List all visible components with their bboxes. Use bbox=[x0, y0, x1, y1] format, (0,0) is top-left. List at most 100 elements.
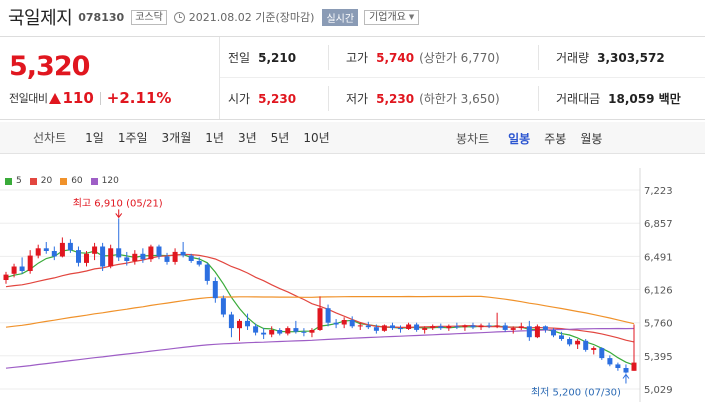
legend-label: 5 bbox=[16, 176, 22, 186]
candle-body bbox=[293, 328, 299, 332]
y-tick-label: 5,029 bbox=[644, 385, 673, 396]
period-tab-5y[interactable]: 5년 bbox=[270, 131, 290, 145]
y-tick-label: 7,223 bbox=[644, 186, 673, 197]
stock-header: 국일제지 078130 코스닥 2021.08.02 기준(장마감) 실시간 기… bbox=[0, 0, 705, 34]
stat-low: 저가 5,230 (하한가 3,650) bbox=[338, 78, 500, 119]
candle-body bbox=[414, 324, 420, 330]
line-chart-label: 선차트 bbox=[33, 131, 67, 145]
candle-body bbox=[341, 320, 347, 325]
candle-body bbox=[542, 326, 548, 330]
high-arrow-icon bbox=[115, 209, 123, 219]
period-tab-1d[interactable]: 1일 bbox=[85, 131, 104, 145]
legend-swatch bbox=[29, 177, 37, 185]
legend-item-ma60: 60 bbox=[60, 176, 83, 186]
candle-body bbox=[59, 242, 65, 257]
divider bbox=[538, 86, 539, 111]
candle-body bbox=[237, 320, 242, 329]
stat-sub: (하한가 3,650) bbox=[419, 92, 500, 106]
stat-prev-close: 전일 5,210 bbox=[228, 37, 296, 78]
candle-body bbox=[551, 330, 556, 336]
stat-value: 5,230 bbox=[258, 91, 297, 106]
candle-body bbox=[494, 325, 500, 327]
candle-body bbox=[108, 248, 114, 267]
candle-body bbox=[365, 325, 371, 328]
candle-body bbox=[534, 326, 540, 338]
candle-body bbox=[559, 335, 564, 339]
candle-body bbox=[357, 325, 363, 327]
divider bbox=[538, 45, 539, 70]
stats-row-2: 시가 5,230 저가 5,230 (하한가 3,650) 거래대금 18,05… bbox=[220, 78, 705, 119]
period-tab-1y[interactable]: 1년 bbox=[205, 131, 224, 145]
candle-body bbox=[333, 322, 339, 325]
candle-body bbox=[422, 328, 428, 330]
realtime-button[interactable]: 실시간 bbox=[322, 8, 359, 26]
divider bbox=[99, 91, 101, 105]
candle-body bbox=[381, 325, 387, 331]
candle-body bbox=[285, 328, 291, 334]
candle-body bbox=[204, 264, 210, 281]
candle-body bbox=[253, 326, 259, 333]
stock-name: 국일제지 bbox=[8, 8, 73, 29]
candle-tabs: 봉차트 일봉 주봉 월봉 bbox=[456, 122, 609, 154]
stat-label: 거래량 bbox=[556, 51, 590, 65]
candle-body bbox=[277, 330, 283, 334]
period-tab-10y[interactable]: 10년 bbox=[303, 131, 330, 145]
candle-body bbox=[502, 325, 508, 330]
candle-body bbox=[148, 246, 154, 260]
stats-row-1: 전일 5,210 고가 5,740 (상한가 6,770) 거래량 3,303,… bbox=[220, 37, 705, 78]
stat-label: 고가 bbox=[346, 51, 369, 65]
y-tick-label: 6,491 bbox=[644, 252, 673, 263]
period-tab-3m[interactable]: 3개월 bbox=[161, 131, 192, 145]
candle-body bbox=[132, 253, 138, 262]
candle-body bbox=[301, 331, 307, 333]
candle-body bbox=[220, 298, 226, 315]
stat-high: 고가 5,740 (상한가 6,770) bbox=[338, 37, 500, 78]
candle-body bbox=[526, 326, 532, 338]
candle-body bbox=[623, 368, 629, 373]
candle-body bbox=[583, 340, 589, 350]
candle-body bbox=[84, 253, 89, 263]
candle-body bbox=[438, 326, 444, 329]
candle-body bbox=[92, 246, 98, 254]
stock-code: 078130 bbox=[78, 10, 125, 24]
candle-body bbox=[462, 325, 468, 328]
company-info-label: 기업개요 bbox=[369, 11, 406, 23]
change-label: 전일대비 bbox=[9, 92, 48, 105]
current-price: 5,320 bbox=[9, 51, 90, 82]
candle-body bbox=[3, 274, 9, 280]
legend-label: 60 bbox=[71, 176, 83, 186]
price-chart[interactable]: 5 20 60 120 7,223 6,857 6,491 6,126 5,760 5,3… bbox=[0, 168, 705, 402]
candle-body bbox=[349, 320, 355, 327]
candle-tab-daily[interactable]: 일봉 bbox=[508, 131, 531, 146]
legend-item-ma20: 20 bbox=[29, 176, 52, 186]
candle-tab-monthly[interactable]: 월봉 bbox=[580, 131, 603, 146]
change-amount-value: 110 bbox=[62, 89, 94, 107]
chart-canvas: 7,223 6,857 6,491 6,126 5,760 5,395 5,029 최고 6,… bbox=[0, 168, 673, 402]
stat-value: 3,303,572 bbox=[597, 50, 665, 65]
candle-body bbox=[140, 253, 146, 260]
candle-body bbox=[567, 339, 573, 345]
legend-label: 120 bbox=[101, 176, 119, 186]
stat-label: 거래대금 bbox=[556, 92, 601, 106]
stat-sub: (상한가 6,770) bbox=[419, 51, 500, 65]
candle-body bbox=[373, 327, 379, 331]
period-tab-3y[interactable]: 3년 bbox=[237, 131, 257, 145]
period-tab-1w[interactable]: 1주일 bbox=[117, 131, 148, 145]
candle-body bbox=[245, 320, 250, 327]
company-info-dropdown[interactable]: 기업개요 ▼ bbox=[364, 9, 420, 25]
stat-volume: 거래량 3,303,572 bbox=[548, 37, 665, 78]
stat-value: 5,230 bbox=[376, 91, 415, 106]
candle-body bbox=[607, 358, 613, 365]
candle-body bbox=[599, 348, 605, 359]
candle-tab-weekly[interactable]: 주봉 bbox=[544, 131, 567, 146]
candle-body bbox=[51, 251, 57, 257]
candle-body bbox=[486, 325, 492, 327]
candle-body bbox=[478, 325, 484, 328]
legend-item-ma120: 120 bbox=[90, 176, 119, 186]
candle-body bbox=[67, 242, 73, 251]
legend-swatch bbox=[60, 177, 68, 185]
y-tick-label: 5,760 bbox=[644, 319, 673, 330]
high-annotation: 최고 6,910 (05/21) bbox=[73, 197, 163, 209]
candle-body bbox=[454, 326, 460, 328]
candle-body bbox=[212, 281, 218, 299]
